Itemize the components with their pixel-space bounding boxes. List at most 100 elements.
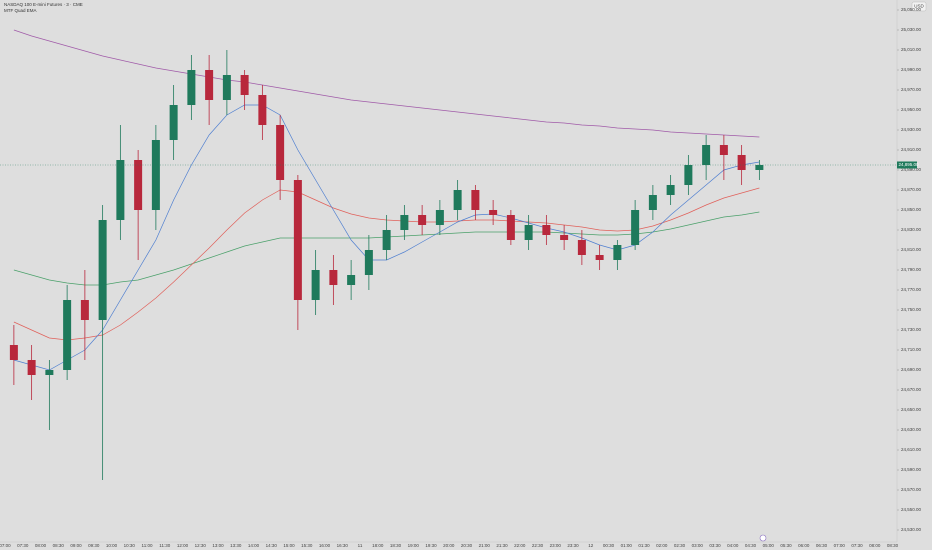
candle-body xyxy=(506,215,515,240)
candle-body xyxy=(116,160,125,220)
y-tick-label: 24,530.00 xyxy=(901,527,922,532)
x-tick-label: 23:30 xyxy=(567,543,579,548)
candle-body xyxy=(684,165,693,185)
candle-body xyxy=(435,210,444,225)
x-tick-label: 09:30 xyxy=(88,543,100,548)
y-tick-label: 24,770.00 xyxy=(901,287,922,292)
candle-body xyxy=(719,145,728,155)
y-tick-label: 24,990.00 xyxy=(901,67,922,72)
candle-body xyxy=(240,75,249,95)
candle-body xyxy=(382,230,391,250)
x-tick-label: 14:00 xyxy=(248,543,260,548)
candle-body xyxy=(542,225,551,235)
y-tick-label: 24,570.00 xyxy=(901,487,922,492)
x-tick-label: 16:00 xyxy=(319,543,331,548)
candle-body xyxy=(471,190,480,210)
x-tick-label: 03:30 xyxy=(709,543,721,548)
x-tick-label: 06:30 xyxy=(816,543,828,548)
candle-body xyxy=(577,240,586,255)
x-tick-label: 09:00 xyxy=(70,543,82,548)
candle-body xyxy=(311,270,320,300)
candle-body xyxy=(560,235,569,240)
x-tick-label: 08:00 xyxy=(869,543,881,548)
x-tick-label: 05:00 xyxy=(763,543,775,548)
candle-body xyxy=(276,125,285,180)
x-tick-label: 13:00 xyxy=(212,543,224,548)
x-tick-label: 16:30 xyxy=(337,543,349,548)
candle-body xyxy=(63,300,72,370)
x-tick-label: 10:30 xyxy=(124,543,136,548)
moving-average-line xyxy=(13,29,760,138)
y-tick-label: 24,810.00 xyxy=(901,247,922,252)
candle-body xyxy=(9,345,18,360)
candle-body xyxy=(648,195,657,210)
candle-body xyxy=(489,210,498,215)
candle-body xyxy=(755,165,764,170)
indicator-name: MTF Quad EMA xyxy=(4,8,37,13)
x-tick-label: 13:30 xyxy=(230,543,242,548)
candle-body xyxy=(134,160,143,210)
x-tick-label: 21:00 xyxy=(479,543,491,548)
currency-label[interactable]: USD xyxy=(914,4,924,9)
y-tick-label: 24,870.00 xyxy=(901,187,922,192)
x-tick-label: 07:00 xyxy=(834,543,846,548)
y-tick-label: 24,850.00 xyxy=(901,207,922,212)
y-tick-label: 24,790.00 xyxy=(901,267,922,272)
x-tick-label: 21:30 xyxy=(496,543,508,548)
candle-body xyxy=(169,105,178,140)
candle-body xyxy=(737,155,746,170)
x-tick-label: 19:30 xyxy=(425,543,437,548)
x-tick-label: 03:00 xyxy=(692,543,704,548)
candle-body xyxy=(222,75,231,100)
candle-body xyxy=(45,370,54,375)
candle-body xyxy=(453,190,462,210)
candle-body xyxy=(595,255,604,260)
x-tick-label: 07:30 xyxy=(851,543,863,548)
y-tick-label: 25,050.00 xyxy=(901,7,922,12)
candle-body xyxy=(418,215,427,225)
x-tick-label: 07:30 xyxy=(17,543,29,548)
y-tick-label: 24,950.00 xyxy=(901,107,922,112)
currency-button[interactable] xyxy=(911,1,927,12)
y-tick-label: 24,610.00 xyxy=(901,447,922,452)
y-tick-label: 24,830.00 xyxy=(901,227,922,232)
candle-body xyxy=(205,70,214,100)
x-tick-label: 07:00 xyxy=(0,543,11,548)
x-tick-label: 02:00 xyxy=(656,543,668,548)
x-tick-label: 20:00 xyxy=(443,543,455,548)
y-tick-label: 24,890.00 xyxy=(901,167,922,172)
x-tick-label: 02:30 xyxy=(674,543,686,548)
x-tick-label: 12 xyxy=(588,543,594,548)
x-tick-label: 18:30 xyxy=(390,543,402,548)
y-tick-label: 24,590.00 xyxy=(901,467,922,472)
candle-body xyxy=(258,95,267,125)
chart-title: NASDAQ 100 E-mini Futures · 3 · CME xyxy=(4,2,83,7)
y-tick-label: 24,750.00 xyxy=(901,307,922,312)
x-tick-label: 01:30 xyxy=(638,543,650,548)
y-tick-label: 24,630.00 xyxy=(901,427,922,432)
candle-body xyxy=(631,210,640,245)
x-tick-label: 11:00 xyxy=(142,543,153,548)
x-tick-label: 11 xyxy=(358,543,363,548)
y-tick-label: 24,930.00 xyxy=(901,127,922,132)
last-price-badge xyxy=(897,161,917,169)
x-tick-label: 05:30 xyxy=(780,543,792,548)
y-tick-label: 24,970.00 xyxy=(901,87,922,92)
candle-body xyxy=(98,220,107,320)
candle-body xyxy=(364,250,373,275)
candle-body xyxy=(524,225,533,240)
y-tick-label: 24,910.00 xyxy=(901,147,922,152)
candle-body xyxy=(329,270,338,285)
candle-body xyxy=(151,140,160,210)
y-tick-label: 25,030.00 xyxy=(901,27,922,32)
x-tick-label: 18:00 xyxy=(372,543,384,548)
x-tick-label: 20:30 xyxy=(461,543,473,548)
candle-body xyxy=(293,180,302,300)
candle-body xyxy=(666,185,675,195)
x-tick-label: 19:00 xyxy=(408,543,420,548)
candle-body xyxy=(613,245,622,260)
y-tick-label: 24,730.00 xyxy=(901,327,922,332)
event-icon[interactable] xyxy=(759,534,767,542)
